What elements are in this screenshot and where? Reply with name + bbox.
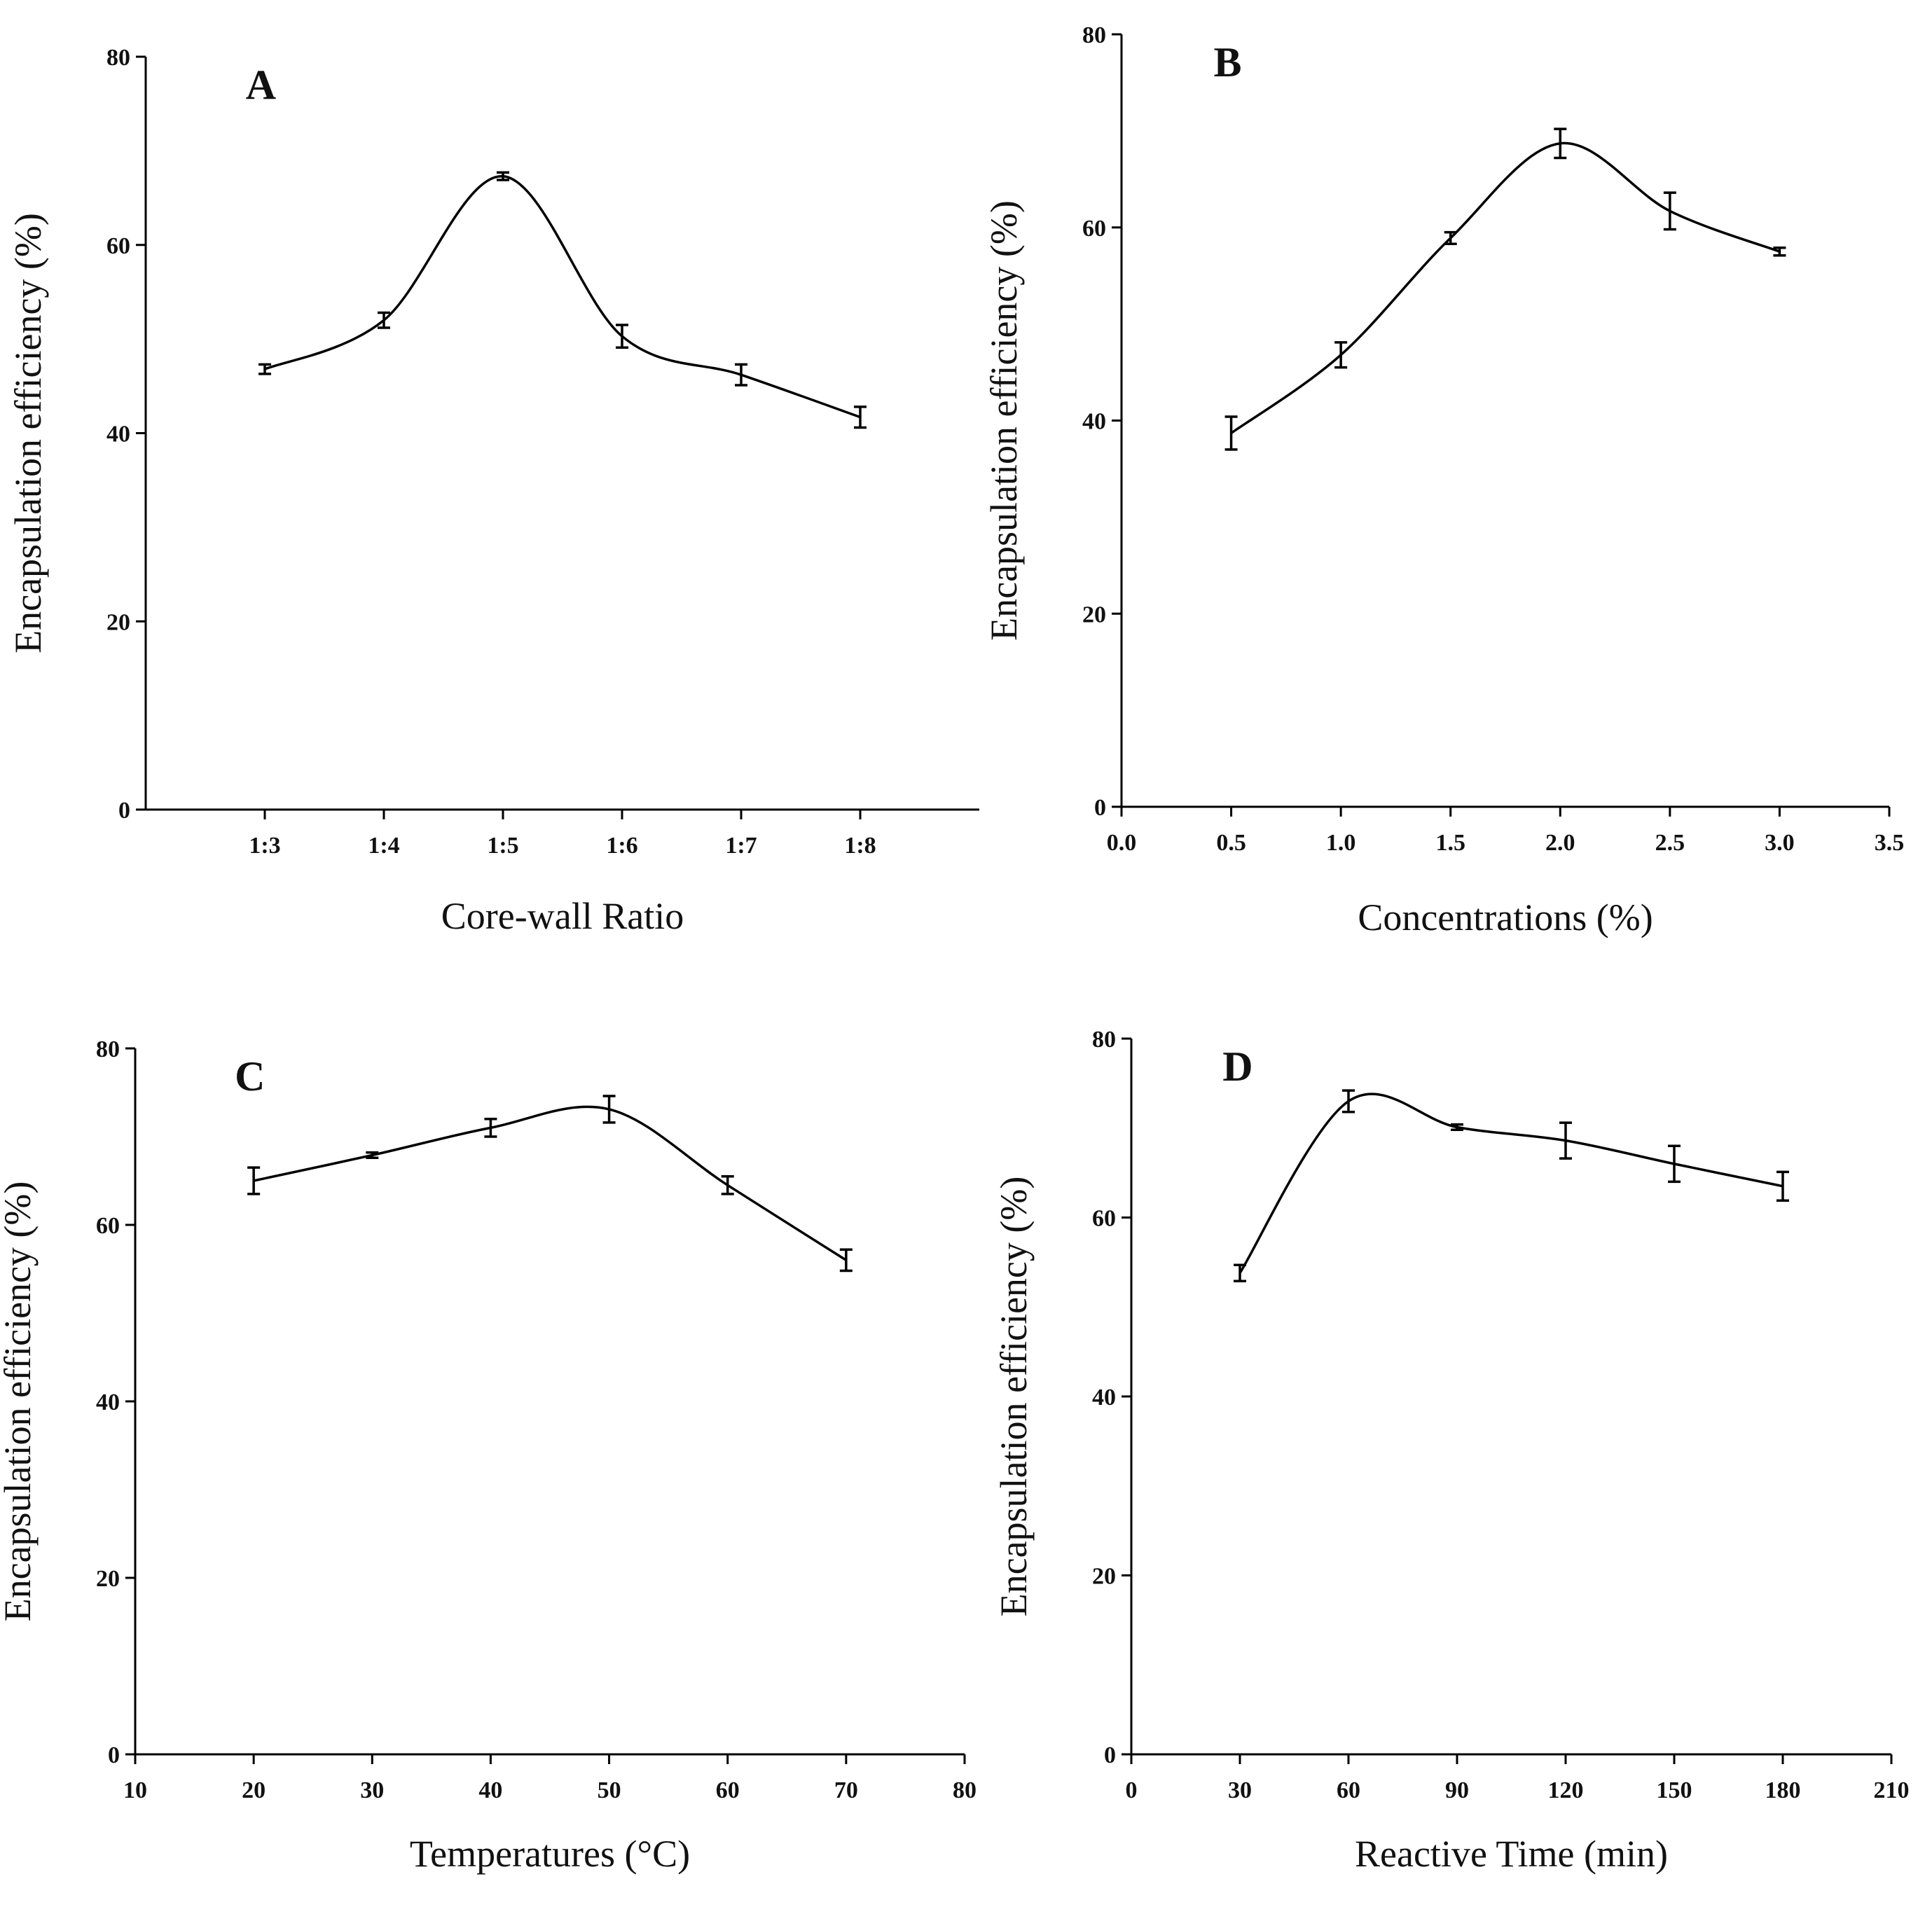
panel-label: B: [1214, 39, 1242, 85]
error-bar: [1668, 1144, 1681, 1184]
x-axis-title: Temperatures (°C): [410, 1833, 690, 1875]
x-tick-label: 10: [123, 1777, 147, 1803]
y-tick-label: 60: [1082, 216, 1106, 242]
x-tick-label: 180: [1765, 1777, 1801, 1803]
x-tick-label: 3.0: [1765, 830, 1795, 856]
y-axis-title: Encapsulation efficiency (%): [983, 200, 1025, 641]
x-tick-label: 1:7: [725, 833, 757, 859]
x-tick-label: 70: [834, 1777, 858, 1803]
x-axis-title: Core-wall Ratio: [441, 895, 684, 937]
error-bar: [1773, 246, 1786, 257]
x-tick-label: 1:4: [368, 833, 399, 859]
error-bar: [258, 363, 271, 375]
error-bar: [1559, 1121, 1572, 1160]
x-tick-label: 30: [1228, 1777, 1252, 1803]
error-bar: [1342, 1089, 1355, 1114]
error-bar: [366, 1151, 379, 1159]
x-tick-label: 60: [716, 1777, 740, 1803]
error-bar: [378, 311, 390, 329]
error-bar: [616, 324, 628, 349]
y-tick-label: 20: [96, 1566, 120, 1592]
y-tick-label: 80: [1092, 1027, 1116, 1053]
x-tick-label: 20: [242, 1777, 265, 1803]
x-tick-label: 30: [360, 1777, 384, 1803]
x-tick-label: 40: [478, 1777, 502, 1803]
error-bar: [1776, 1170, 1789, 1202]
error-bar: [484, 1118, 497, 1138]
error-bar: [854, 405, 867, 429]
error-bar: [602, 1095, 616, 1124]
x-tick-label: 0: [1126, 1777, 1138, 1803]
y-tick-label: 20: [1082, 602, 1106, 627]
y-axis-title: Encapsulation efficiency (%): [7, 213, 49, 653]
error-bar: [1663, 191, 1676, 231]
y-tick-label: 80: [96, 1036, 120, 1062]
error-bar: [1234, 1263, 1246, 1282]
error-bar: [839, 1248, 853, 1273]
y-tick-label: 80: [106, 45, 130, 71]
y-tick-label: 40: [106, 422, 130, 448]
error-bar: [1451, 1123, 1463, 1132]
x-tick-label: 3.5: [1875, 830, 1905, 856]
x-tick-label: 1:8: [844, 833, 876, 859]
y-tick-label: 60: [96, 1213, 120, 1239]
y-tick-label: 60: [1092, 1206, 1116, 1232]
y-tick-label: 0: [1104, 1742, 1116, 1768]
x-axis-title: Concentrations (%): [1358, 896, 1652, 938]
x-tick-label: 2.5: [1655, 830, 1685, 856]
x-tick-label: 1:5: [487, 833, 518, 859]
y-tick-label: 20: [1092, 1564, 1116, 1590]
x-tick-label: 2.0: [1545, 830, 1575, 856]
y-axis-title: Encapsulation efficiency (%): [0, 1181, 39, 1622]
y-tick-label: 0: [1094, 795, 1106, 821]
error-bar: [1334, 341, 1348, 369]
y-tick-label: 20: [106, 609, 130, 635]
y-tick-label: 80: [1082, 22, 1106, 48]
x-tick-label: 1.0: [1326, 830, 1356, 856]
y-tick-label: 0: [118, 798, 130, 824]
x-tick-label: 0.5: [1216, 830, 1246, 856]
line: [1238, 1093, 1783, 1274]
error-bar: [1224, 415, 1238, 451]
x-tick-label: 90: [1445, 1777, 1469, 1803]
y-tick-label: 60: [106, 233, 130, 259]
x-tick-label: 1.5: [1435, 830, 1465, 856]
x-tick-label: 0.0: [1107, 830, 1137, 856]
x-tick-label: 60: [1337, 1777, 1360, 1803]
y-tick-label: 40: [1082, 409, 1106, 435]
y-tick-label: 40: [96, 1389, 120, 1415]
x-tick-label: 120: [1548, 1777, 1584, 1803]
error-bar: [721, 1174, 734, 1195]
y-axis-title: Encapsulation efficiency (%): [993, 1177, 1035, 1617]
x-axis-title: Reactive Time (min): [1355, 1833, 1668, 1875]
line: [1230, 141, 1781, 434]
x-tick-label: 50: [598, 1777, 621, 1803]
x-tick-label: 1:3: [249, 833, 280, 859]
line: [264, 174, 861, 419]
x-tick-label: 210: [1874, 1777, 1910, 1803]
line: [253, 1105, 847, 1261]
y-tick-label: 0: [108, 1742, 120, 1768]
error-bar: [1554, 127, 1567, 160]
x-tick-label: 80: [953, 1777, 977, 1803]
error-bar: [497, 171, 509, 181]
x-tick-label: 1:6: [606, 833, 637, 859]
error-bar: [735, 363, 747, 387]
panel-label: C: [235, 1053, 265, 1100]
panel-label: D: [1222, 1043, 1253, 1090]
y-tick-label: 40: [1092, 1385, 1116, 1410]
panel-label: A: [246, 62, 276, 108]
error-bar: [247, 1166, 261, 1195]
x-tick-label: 150: [1657, 1777, 1692, 1803]
error-bar: [1444, 230, 1457, 245]
